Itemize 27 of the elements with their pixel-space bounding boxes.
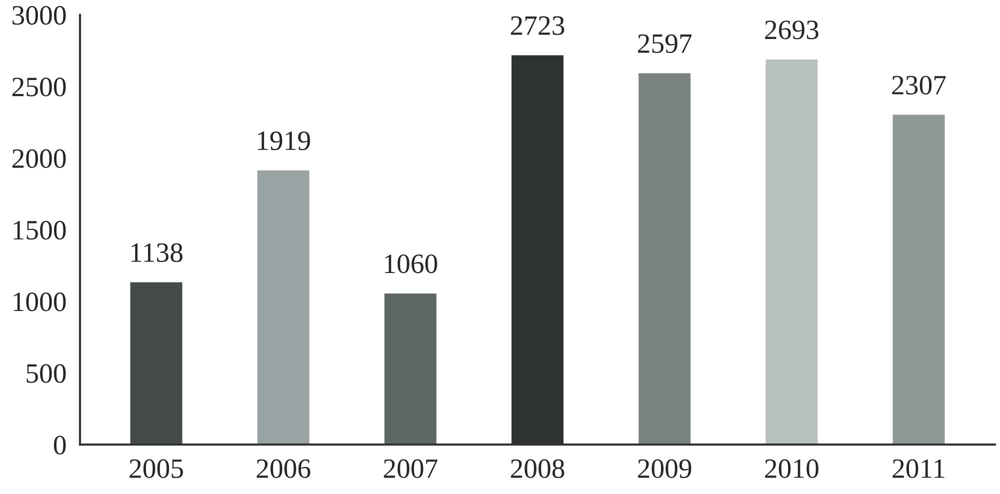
x-tick-label: 2009 — [638, 459, 692, 478]
x-tick-label: 2007 — [384, 459, 438, 478]
data-label: 1060 — [385, 254, 438, 274]
x-tick-label: 2011 — [892, 459, 944, 478]
data-label: 2693 — [765, 20, 818, 40]
data-label: 1138 — [131, 243, 182, 262]
y-tick-label: 1000 — [14, 292, 66, 312]
x-tick-label: 2006 — [256, 459, 310, 478]
y-tick-label: 1500 — [14, 220, 66, 240]
bar — [637, 72, 692, 445]
x-tick-label: 2010 — [765, 459, 818, 478]
y-tick-label: 3000 — [12, 6, 66, 25]
bar — [764, 58, 820, 445]
y-tick-label: 2500 — [12, 78, 66, 96]
y-tick-label: 500 — [26, 364, 66, 383]
data-label: 2723 — [510, 16, 564, 35]
data-label: 2307 — [892, 76, 946, 95]
bar — [891, 113, 946, 445]
x-tick-label: 2008 — [510, 459, 564, 478]
x-tick-label: 2005 — [130, 459, 183, 478]
bar — [256, 168, 311, 445]
y-tick-label: 0 — [54, 436, 66, 455]
data-label: 2597 — [638, 34, 692, 54]
bar — [128, 280, 184, 445]
y-tick-label: 2000 — [12, 149, 66, 168]
bar — [383, 292, 438, 445]
data-label: 1919 — [258, 131, 310, 150]
